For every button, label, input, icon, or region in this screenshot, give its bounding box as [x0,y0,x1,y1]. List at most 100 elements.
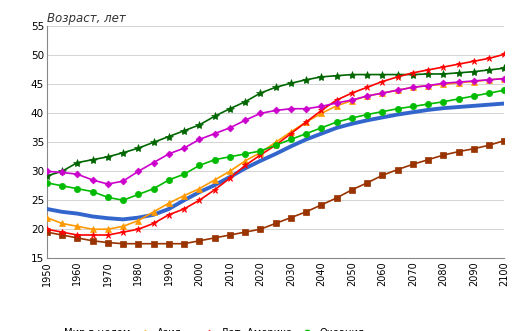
Мир в целом [471,104,477,108]
Сев. Америка [74,172,81,176]
Европа [59,169,65,173]
Европа [318,75,324,79]
Африка [59,233,65,237]
Лат. Америка [364,85,370,89]
Мир в целом [257,159,264,163]
Океания [89,190,96,194]
Мир в целом [166,207,172,211]
Лат. Америка [257,153,264,157]
Мир в целом [89,214,96,218]
Лат. Америка [196,198,202,202]
Океания [44,181,50,185]
Европа [74,161,81,165]
Африка [379,173,385,177]
Мир в целом [196,190,202,194]
Европа [425,72,431,76]
Сев. Америка [181,146,187,150]
Океания [303,132,309,136]
Европа [395,72,401,76]
Мир в целом [501,102,508,106]
Мир в целом [410,110,416,114]
Сев. Америка [501,76,508,80]
Европа [349,72,355,76]
Африка [333,196,340,200]
Океания [395,107,401,111]
Азия [272,140,279,144]
Мир в целом [425,108,431,112]
Мир в целом [349,122,355,126]
Африка [120,242,126,246]
Европа [456,71,462,75]
Азия [288,130,294,134]
Африка [456,150,462,154]
Азия [395,88,401,92]
Лат. Америка [120,230,126,234]
Line: Океания: Океания [44,87,508,203]
Азия [59,221,65,225]
Африка [212,236,218,240]
Африка [166,242,172,246]
Лат. Америка [212,188,218,192]
Азия [89,227,96,231]
Европа [364,72,370,76]
Азия [501,76,508,80]
Лат. Америка [303,120,309,124]
Text: Возраст, лет: Возраст, лет [47,12,125,25]
Африка [349,188,355,192]
Азия [486,78,492,82]
Сев. Америка [120,179,126,183]
Сев. Америка [89,178,96,182]
Африка [89,239,96,243]
Лат. Америка [59,230,65,234]
Азия [333,104,340,108]
Африка [181,242,187,246]
Мир в целом [74,212,81,215]
Океания [456,97,462,101]
Азия [150,210,157,214]
Азия [44,216,50,220]
Океания [425,102,431,106]
Океания [105,195,111,199]
Азия [379,91,385,95]
Африка [257,227,264,231]
Океания [379,110,385,114]
Мир в целом [395,113,401,117]
Азия [120,224,126,228]
Мир в целом [59,210,65,214]
Океания [288,137,294,141]
Сев. Америка [318,104,324,108]
Африка [135,242,141,246]
Азия [74,224,81,228]
Лат. Америка [349,91,355,95]
Сев. Америка [440,81,447,85]
Мир в целом [120,217,126,221]
Лат. Америка [440,65,447,69]
Океания [135,192,141,196]
Мир в целом [242,166,248,170]
Океания [150,187,157,191]
Европа [333,74,340,78]
Океания [471,94,477,98]
Line: Африка: Африка [44,138,507,247]
Африка [501,139,508,143]
Океания [410,104,416,108]
Европа [486,68,492,72]
Европа [227,107,233,111]
Океания [74,187,81,191]
Океания [196,164,202,167]
Океания [440,100,447,104]
Азия [471,79,477,83]
Океания [501,88,508,92]
Сев. Америка [272,109,279,113]
Европа [379,72,385,76]
Европа [410,72,416,76]
Европа [135,146,141,150]
Африка [395,167,401,171]
Океания [242,152,248,156]
Африка [318,203,324,207]
Мир в целом [486,103,492,107]
Океания [227,155,233,159]
Сев. Америка [379,91,385,95]
Океания [257,149,264,153]
Африка [227,233,233,237]
